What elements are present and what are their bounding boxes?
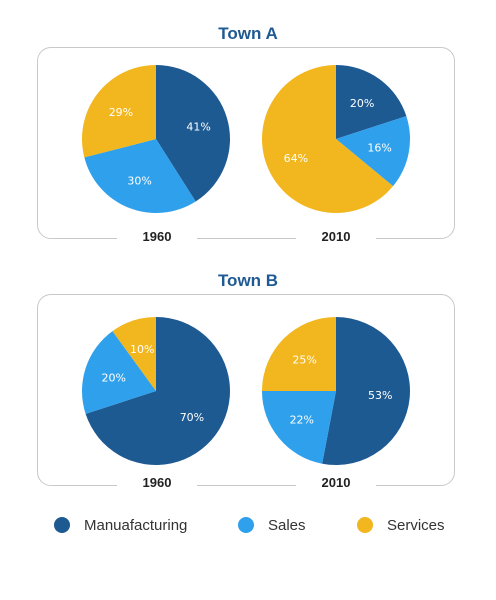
- year-label-town-a-2010: 2010: [296, 229, 376, 244]
- pie-town-a-2010-label-services: 64%: [284, 152, 308, 165]
- pie-town-a-2010-slice-sales: [336, 116, 410, 187]
- legend: Manuafacturing Sales Services: [0, 512, 496, 542]
- pie-town-a-2010-label-sales: 16%: [367, 141, 391, 154]
- pie-town-b-2010-slice-sales: [262, 391, 336, 464]
- town-a-title: Town A: [218, 24, 278, 43]
- pie-town-a-2010: 20% 16% 64%: [262, 65, 410, 214]
- pie-town-a-1960: 41% 30% 29%: [82, 65, 230, 213]
- year-label-town-b-2010: 2010: [296, 475, 376, 490]
- legend-swatch-sales: [238, 517, 254, 533]
- year-label-town-b-1960: 1960: [117, 475, 197, 490]
- pie-town-a-1960-slice-manufacturing: [156, 65, 230, 202]
- pie-town-b-2010: 53% 22% 25%: [262, 317, 410, 465]
- pie-town-a-2010-slice-services: [262, 65, 394, 214]
- pie-town-b-1960-slice-services: [112, 317, 156, 391]
- legend-label-services: Services: [387, 516, 445, 534]
- pie-town-b-1960-label-sales: 20%: [102, 371, 126, 384]
- pie-town-b-1960: 70% 20% 10%: [82, 317, 230, 465]
- pie-town-a-2010-slice-manufacturing: [336, 65, 407, 139]
- pie-town-a-1960-label-services: 29%: [109, 106, 133, 119]
- year-label-town-a-1960: 1960: [117, 229, 197, 244]
- pie-town-a-1960-slice-sales: [84, 139, 196, 213]
- legend-item-services: Services: [357, 512, 445, 538]
- town-b-title: Town B: [217, 271, 279, 290]
- legend-item-sales: Sales: [238, 512, 306, 538]
- legend-label-sales: Sales: [268, 516, 306, 534]
- pie-town-b-2010-label-sales: 22%: [290, 413, 314, 426]
- legend-swatch-services: [357, 517, 373, 533]
- legend-swatch-manufacturing: [54, 517, 70, 533]
- pie-town-b-1960-slice-sales: [82, 331, 156, 414]
- pie-town-b-2010-slice-services: [262, 317, 336, 391]
- pie-town-b-2010-slice-manufacturing: [322, 317, 410, 465]
- pie-town-a-1960-slice-services: [82, 65, 156, 158]
- pie-town-b-1960-label-services: 10%: [130, 343, 154, 356]
- pie-town-a-2010-label-manufacturing: 20%: [350, 97, 374, 110]
- pie-town-b-2010-label-manufacturing: 53%: [368, 389, 392, 402]
- pie-town-b-1960-slice-manufacturing: [85, 317, 230, 465]
- pie-town-b-2010-label-services: 25%: [292, 354, 316, 367]
- pie-town-b-1960-label-manufacturing: 70%: [180, 411, 204, 424]
- pie-town-a-1960-label-sales: 30%: [127, 174, 151, 187]
- legend-item-manufacturing: Manuafacturing: [54, 512, 187, 538]
- legend-label-manufacturing: Manuafacturing: [84, 516, 188, 534]
- pie-town-a-1960-label-manufacturing: 41%: [186, 121, 210, 134]
